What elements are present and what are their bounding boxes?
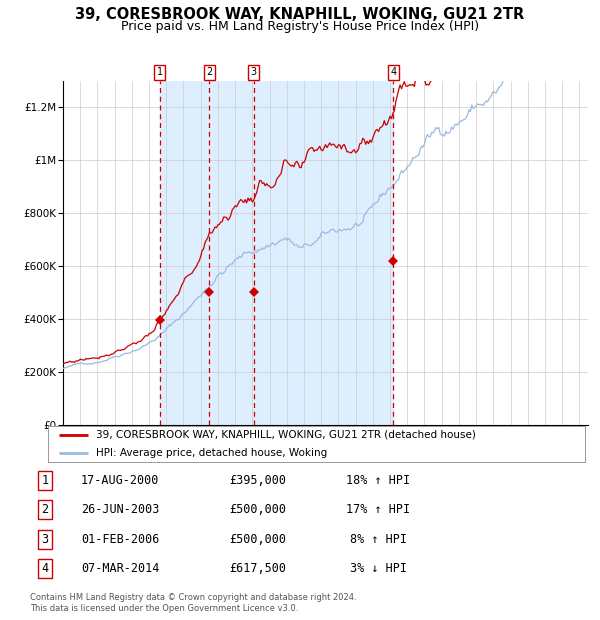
Bar (160, 81, 393, 425)
Text: 1: 1 (41, 474, 49, 487)
Text: 17% ↑ HPI: 17% ↑ HPI (346, 503, 410, 516)
Text: 26-JUN-2003: 26-JUN-2003 (81, 503, 159, 516)
Text: 3: 3 (41, 533, 49, 546)
Text: 01-FEB-2006: 01-FEB-2006 (81, 533, 159, 546)
Text: HPI: Average price, detached house, Woking: HPI: Average price, detached house, Woki… (97, 448, 328, 458)
Text: £500,000: £500,000 (229, 503, 287, 516)
Text: 39, CORESBROOK WAY, KNAPHILL, WOKING, GU21 2TR (detached house): 39, CORESBROOK WAY, KNAPHILL, WOKING, GU… (97, 430, 476, 440)
Text: 3: 3 (251, 68, 257, 78)
Text: 3% ↓ HPI: 3% ↓ HPI (349, 562, 407, 575)
Text: £395,000: £395,000 (229, 474, 287, 487)
Text: 1: 1 (157, 68, 163, 78)
Text: 39, CORESBROOK WAY, KNAPHILL, WOKING, GU21 2TR: 39, CORESBROOK WAY, KNAPHILL, WOKING, GU… (76, 7, 524, 22)
Text: £500,000: £500,000 (229, 533, 287, 546)
Text: 4: 4 (390, 68, 396, 78)
Text: 18% ↑ HPI: 18% ↑ HPI (346, 474, 410, 487)
Text: 4: 4 (41, 562, 49, 575)
Text: Contains HM Land Registry data © Crown copyright and database right 2024.
This d: Contains HM Land Registry data © Crown c… (30, 593, 356, 613)
Text: 8% ↑ HPI: 8% ↑ HPI (349, 533, 407, 546)
Text: 07-MAR-2014: 07-MAR-2014 (81, 562, 159, 575)
Text: 17-AUG-2000: 17-AUG-2000 (81, 474, 159, 487)
Text: 2: 2 (206, 68, 212, 78)
Text: £617,500: £617,500 (229, 562, 287, 575)
Text: 2: 2 (41, 503, 49, 516)
Text: Price paid vs. HM Land Registry's House Price Index (HPI): Price paid vs. HM Land Registry's House … (121, 20, 479, 33)
